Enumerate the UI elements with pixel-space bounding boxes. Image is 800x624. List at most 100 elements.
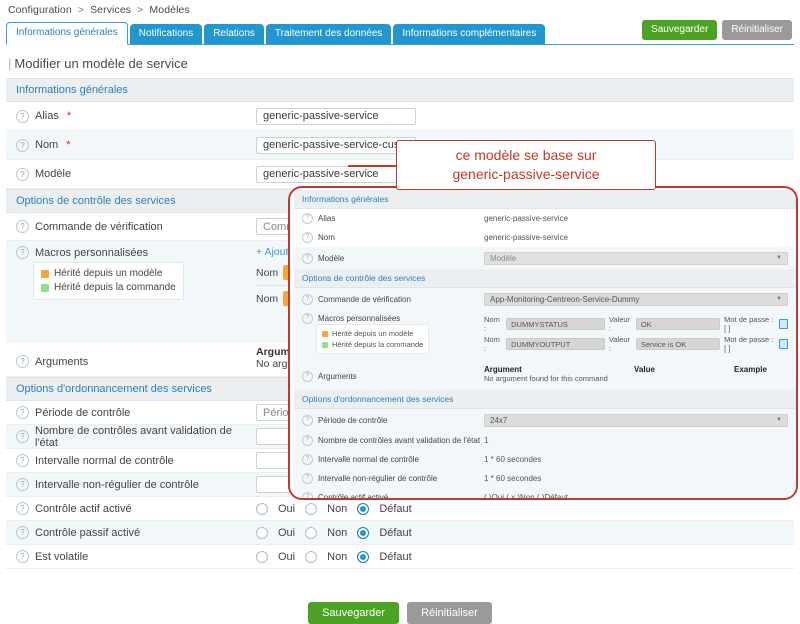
reset-button-top[interactable]: Réinitialiser — [722, 20, 792, 40]
nom-input[interactable] — [256, 136, 416, 154]
label-active-check: ? Contrôle actif activé — [16, 502, 256, 515]
overlay-macro-value-prefix: Valeur : — [608, 335, 631, 353]
radio-group-volatile: Oui Non Défaut — [256, 550, 418, 563]
help-icon[interactable]: ? — [16, 454, 29, 467]
annotation-line-1: ce modèle se base sur — [455, 147, 597, 163]
overlay-macro-value-input[interactable]: Service is OK — [635, 338, 721, 350]
checkbox-icon[interactable] — [778, 339, 788, 349]
help-icon[interactable]: ? — [302, 414, 313, 426]
field-modele — [256, 165, 784, 183]
checkbox-icon[interactable] — [778, 319, 788, 329]
overlay-label-attempts: ? Nombre de contrôles avant validation d… — [302, 435, 484, 446]
overlay-label-normal-interval: ? Intervalle normal de contrôle — [302, 454, 484, 465]
help-icon[interactable]: ? — [16, 526, 29, 539]
alias-input[interactable] — [256, 107, 416, 125]
annotation-pointer-line — [348, 165, 398, 167]
help-icon[interactable]: ? — [16, 550, 29, 563]
tab-informations-complementaires[interactable]: Informations complémentaires — [393, 24, 546, 44]
save-button-bottom[interactable]: Sauvegarder — [308, 602, 400, 624]
label-modele-text: Modèle — [35, 168, 72, 180]
help-icon[interactable]: ? — [16, 246, 29, 259]
help-icon[interactable]: ? — [302, 232, 313, 243]
help-icon[interactable]: ? — [302, 492, 313, 498]
help-icon[interactable]: ? — [16, 478, 29, 491]
overlay-label-arguments: ? Arguments — [302, 365, 484, 382]
help-icon[interactable]: ? — [16, 430, 29, 443]
overlay-label-period-text: Période de contrôle — [318, 415, 388, 425]
reset-button-bottom[interactable]: Réinitialiser — [407, 602, 492, 624]
overlay-period-select[interactable]: 24x7 ▼ — [484, 413, 788, 427]
label-passive-check: ? Contrôle passif activé — [16, 526, 256, 539]
help-icon[interactable]: ? — [302, 435, 313, 446]
label-macros-block: ? Macros personnalisées Hérité depuis un… — [16, 246, 256, 303]
radio-volatile-default[interactable] — [357, 550, 370, 563]
label-retry-interval-text: Intervalle non-régulier de contrôle — [35, 478, 199, 491]
tab-traitement-des-donnees[interactable]: Traitement des données — [265, 24, 392, 44]
help-icon[interactable]: ? — [302, 313, 313, 324]
save-button-top[interactable]: Sauvegarder — [642, 20, 718, 40]
overlay-col-argument: Argument — [484, 365, 522, 374]
radio-group-passive-check: Oui Non Défaut — [256, 526, 418, 539]
overlay-modele-select[interactable]: Modèle ▼ — [484, 251, 788, 265]
help-icon[interactable]: ? — [16, 167, 29, 181]
legend-command-text: Hérité depuis la commande — [54, 282, 176, 293]
radio-passive-no[interactable] — [305, 526, 318, 539]
radio-active-no[interactable] — [305, 502, 318, 515]
modele-input[interactable] — [256, 165, 416, 183]
breadcrumb-item-modeles[interactable]: Modèles — [149, 4, 190, 16]
help-icon[interactable]: ? — [16, 138, 29, 152]
help-icon[interactable]: ? — [302, 213, 313, 224]
label-period-text: Période de contrôle — [35, 406, 131, 419]
overlay-macro-name-prefix: Nom : — [484, 335, 500, 353]
help-icon[interactable]: ? — [16, 406, 29, 419]
page-title-text: Modifier un modèle de service — [14, 56, 188, 71]
overlay-macro-name-input[interactable]: DUMMYSTATUS — [506, 318, 605, 330]
overlay-label-modele: ? Modèle — [302, 252, 484, 264]
tab-relations[interactable]: Relations — [204, 24, 264, 44]
label-modele: ? Modèle — [16, 167, 256, 181]
overlay-macro-row: Nom : DUMMYSTATUS Valeur : OK Mot de pas… — [484, 315, 788, 333]
bottom-action-buttons: Sauvegarder Réinitialiser — [6, 602, 794, 624]
help-icon[interactable]: ? — [302, 371, 313, 382]
radio-label-yes: Oui — [278, 526, 296, 539]
radio-passive-yes[interactable] — [256, 526, 268, 539]
overlay-row-active-check: ? Contrôle actif activé ( )Oui ( x )Non … — [294, 488, 796, 498]
breadcrumb-item-services[interactable]: Services — [90, 4, 132, 16]
overlay-arguments-header-row: Argument Value Example — [484, 365, 788, 374]
help-icon[interactable]: ? — [302, 252, 313, 264]
radio-active-default[interactable] — [357, 502, 370, 515]
help-icon[interactable]: ? — [16, 220, 29, 233]
breadcrumb-item-configuration[interactable]: Configuration — [8, 4, 72, 16]
chevron-down-icon: ▼ — [776, 255, 782, 261]
overlay-legend-command-text: Hérité depuis la commande — [332, 340, 424, 349]
radio-passive-default[interactable] — [357, 526, 370, 539]
overlay-check-command-value: App-Monitoring-Centreon-Service-Dummy — [490, 294, 640, 304]
overlay-label-active-check: ? Contrôle actif activé — [302, 492, 484, 498]
radio-volatile-yes[interactable] — [256, 550, 268, 563]
label-attempts-text: Nombre de contrôles avant validation de … — [35, 424, 232, 449]
overlay-macro-value-input[interactable]: OK — [635, 318, 721, 330]
help-icon[interactable]: ? — [302, 473, 313, 484]
annotation-callout: ce modèle se base sur generic-passive-se… — [396, 140, 656, 190]
overlay-label-retry-interval-text: Intervalle non-régulier de contrôle — [318, 474, 438, 483]
required-marker: * — [66, 110, 72, 122]
overlay-check-command-select[interactable]: App-Monitoring-Centreon-Service-Dummy ▼ — [484, 292, 788, 306]
help-icon[interactable]: ? — [16, 109, 29, 123]
help-icon[interactable]: ? — [16, 502, 29, 515]
tab-notifications[interactable]: Notifications — [129, 24, 203, 44]
row-passive-check: ? Contrôle passif activé Oui Non Défaut — [6, 521, 794, 545]
label-volatile: ? Est volatile — [16, 550, 256, 563]
overlay-macro-name-input[interactable]: DUMMYOUTPUT — [506, 338, 605, 350]
add-macro-link[interactable]: + Ajouter — [256, 246, 298, 258]
radio-active-yes[interactable] — [256, 502, 268, 515]
chevron-down-icon: ▼ — [776, 417, 782, 423]
overlay-row-macros: ? Macros personnalisées Hérité depuis un… — [294, 310, 796, 364]
radio-label-no: Non — [327, 526, 348, 539]
field-active-check: Oui Non Défaut — [256, 502, 784, 515]
help-icon[interactable]: ? — [302, 293, 313, 305]
template-preview-overlay: Informations générales ? Alias generic-p… — [288, 186, 798, 500]
help-icon[interactable]: ? — [16, 355, 29, 368]
help-icon[interactable]: ? — [302, 454, 313, 465]
radio-volatile-no[interactable] — [305, 550, 318, 563]
tab-informations-generales[interactable]: Informations générales — [6, 22, 128, 45]
